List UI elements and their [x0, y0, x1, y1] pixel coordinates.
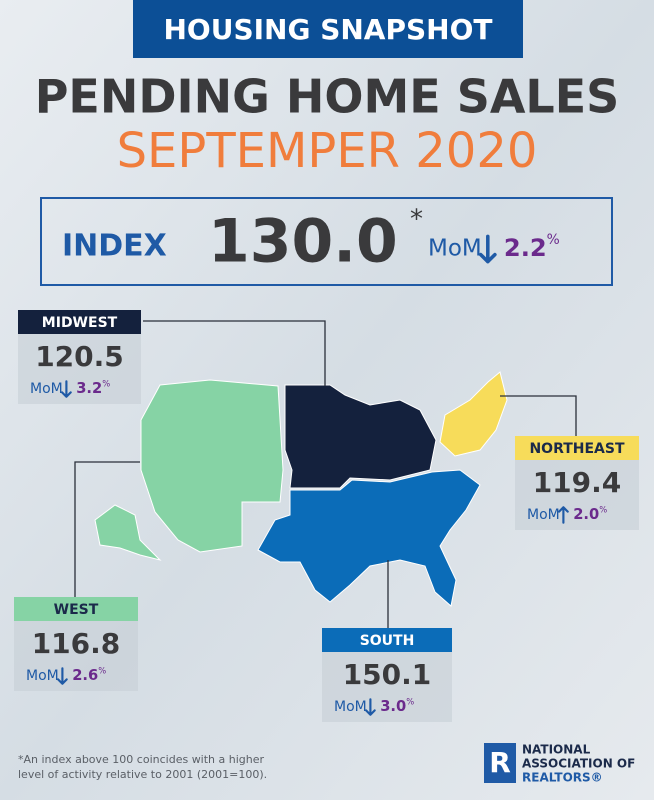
west-region: [140, 379, 284, 553]
asterisk: *: [410, 205, 423, 235]
logo-text: REALTORS®: [522, 771, 603, 785]
region-name: SOUTH: [360, 633, 415, 649]
region-name: NORTHEAST: [529, 441, 625, 457]
change-number: 3.0: [380, 698, 406, 715]
change-unit: %: [599, 504, 607, 514]
trend-arrow: [365, 698, 376, 716]
region-label-bg: [14, 597, 138, 621]
footnote: level of activity relative to 2001 (2001…: [18, 768, 267, 781]
trend-arrow: [558, 506, 569, 524]
change-number: 2.0: [573, 506, 599, 523]
index-label: INDEX: [62, 229, 167, 264]
region-name: WEST: [54, 602, 99, 618]
change-unit: %: [547, 232, 560, 248]
region-label-bg: [322, 628, 452, 652]
change-unit: %: [98, 665, 106, 675]
change-value: 3.2%: [76, 378, 110, 397]
region-panel: [515, 460, 639, 530]
change-value: 2.0%: [573, 504, 607, 523]
index-box: [40, 197, 613, 286]
region-name: MIDWEST: [42, 315, 118, 331]
south-region: [257, 469, 481, 607]
connector: [143, 320, 326, 386]
banner-text: HOUSING SNAPSHOT: [163, 13, 492, 46]
logo-letter: R: [489, 746, 511, 779]
change-value: 2.2%: [504, 232, 560, 262]
change-label: MoM: [527, 507, 560, 523]
logo-mark: [484, 743, 516, 783]
index-value: 130.0: [208, 207, 398, 277]
change-unit: %: [406, 696, 414, 706]
trend-arrow: [57, 667, 68, 685]
alaska: [94, 504, 162, 561]
map: [94, 371, 508, 607]
change-unit: %: [102, 378, 110, 388]
change-number: 3.2: [76, 380, 102, 397]
region-value: 120.5: [35, 340, 124, 373]
subtitle: SEPTEMPER 2020: [117, 123, 538, 179]
footnote: *An index above 100 coincides with a hig…: [18, 753, 265, 766]
trend-arrow: [61, 380, 72, 398]
northeast-region: [439, 371, 508, 457]
connector: [74, 461, 140, 598]
midwest-region: [284, 384, 437, 489]
region-panel: [18, 334, 141, 404]
change-label: MoM: [26, 668, 59, 684]
banner: [133, 0, 523, 58]
change-number: 2.6: [72, 667, 98, 684]
logo-text: ASSOCIATION OF: [522, 757, 635, 771]
change-number: 2.2: [504, 234, 547, 262]
region-value: 150.1: [343, 658, 432, 691]
region-panel: [14, 621, 138, 691]
region-label-bg: [18, 310, 141, 334]
change-label: MoM: [428, 236, 482, 262]
trend-arrow: [478, 234, 497, 264]
change-value: 3.0%: [380, 696, 414, 715]
connector: [500, 395, 577, 437]
change-value: 2.6%: [72, 665, 106, 684]
region-panel: [322, 652, 452, 722]
logo-text: NATIONAL: [522, 743, 591, 757]
region-value: 116.8: [32, 627, 121, 660]
title: PENDING HOME SALES: [35, 70, 620, 124]
region-value: 119.4: [533, 466, 622, 499]
connectors: [74, 320, 577, 628]
change-label: MoM: [30, 381, 63, 397]
change-label: MoM: [334, 699, 367, 715]
region-label-bg: [515, 436, 639, 460]
